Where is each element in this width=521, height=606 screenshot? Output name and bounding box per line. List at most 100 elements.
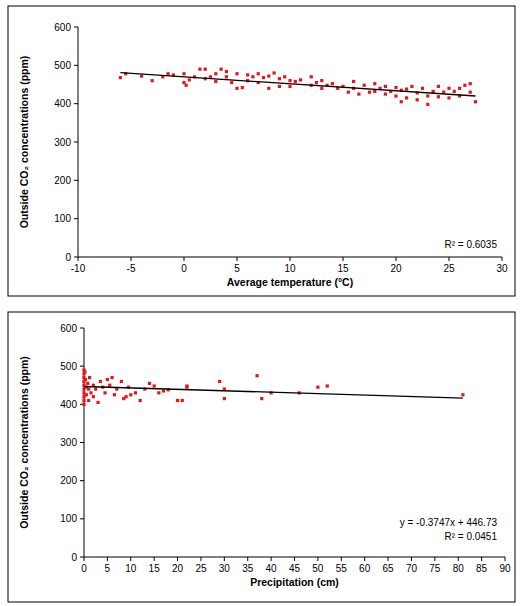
point [214, 72, 217, 75]
y-tick-label: 600 [54, 22, 71, 33]
point [453, 90, 456, 93]
x-tick [434, 557, 435, 561]
x-tick-label: 60 [359, 563, 371, 574]
x-tick [388, 557, 389, 561]
point [315, 81, 318, 84]
point [94, 387, 97, 390]
point [437, 85, 440, 88]
point [421, 87, 424, 90]
point [125, 395, 128, 398]
x-tick [502, 257, 503, 261]
point [82, 399, 85, 402]
x-tick-label: 5 [105, 563, 111, 574]
point [84, 378, 87, 381]
x-tick [154, 557, 155, 561]
point [176, 399, 179, 402]
x-tick-label: 5 [234, 263, 240, 274]
y-tick [80, 328, 84, 329]
point [225, 75, 228, 78]
point [373, 90, 376, 93]
point [357, 92, 360, 95]
y-tick [74, 103, 78, 104]
y-tick-label: 500 [54, 60, 71, 71]
y-tick [80, 518, 84, 519]
point [416, 98, 419, 101]
point [316, 386, 319, 389]
point [225, 70, 228, 73]
point [299, 78, 302, 81]
x-tick [271, 557, 272, 561]
x-tick-label: 90 [499, 563, 511, 574]
x-tick-label: 0 [81, 563, 87, 574]
y-tick [74, 218, 78, 219]
point [347, 91, 350, 94]
chart: 0100200300400500600-10-5051015202530Aver… [8, 6, 515, 296]
point [204, 68, 207, 71]
point [461, 393, 464, 396]
x-tick [458, 557, 459, 561]
point [151, 79, 154, 82]
x-tick-label: 80 [453, 563, 465, 574]
point [426, 103, 429, 106]
point [198, 68, 201, 71]
point [85, 393, 88, 396]
point [294, 80, 297, 83]
x-tick [247, 557, 248, 561]
y-tick [74, 65, 78, 66]
x-tick [200, 557, 201, 561]
y-tick [80, 442, 84, 443]
point [267, 74, 270, 77]
point [384, 85, 387, 88]
point [326, 384, 329, 387]
point [86, 382, 89, 385]
point [235, 72, 238, 75]
chart-border [8, 6, 515, 296]
point [283, 75, 286, 78]
point [162, 389, 165, 392]
point [157, 391, 160, 394]
point [89, 391, 92, 394]
y-tick-label: 300 [60, 437, 77, 448]
point [469, 82, 472, 85]
point [87, 399, 90, 402]
y-tick [80, 557, 84, 558]
x-tick [505, 557, 506, 561]
x-tick [184, 257, 185, 261]
y-tick-label: 100 [54, 213, 71, 224]
point [119, 76, 122, 79]
point [139, 399, 142, 402]
chart: 0100200300400500600051015202530354045505… [8, 312, 515, 602]
x-tick [131, 257, 132, 261]
x-tick [290, 257, 291, 261]
point [331, 82, 334, 85]
chart-border [8, 312, 515, 602]
point [260, 397, 263, 400]
y-tick-label: 100 [60, 513, 77, 524]
y-tick [74, 27, 78, 28]
x-tick [237, 257, 238, 261]
point [320, 79, 323, 82]
x-tick [343, 257, 344, 261]
x-tick [78, 257, 79, 261]
point [437, 95, 440, 98]
point [474, 100, 477, 103]
trend-line [84, 386, 463, 398]
x-tick-label: 25 [195, 563, 207, 574]
point [218, 380, 221, 383]
figure: 0100200300400500600-10-5051015202530Aver… [0, 0, 521, 606]
x-tick [411, 557, 412, 561]
trend-line [120, 73, 475, 96]
point [352, 80, 355, 83]
x-tick-label: -10 [71, 263, 86, 274]
y-tick [80, 366, 84, 367]
point [153, 384, 156, 387]
point [251, 75, 254, 78]
point [469, 91, 472, 94]
point [257, 72, 260, 75]
point [181, 399, 184, 402]
point [363, 84, 366, 87]
x-tick-label: 10 [284, 263, 296, 274]
x-axis-title: Average temperature (°C) [227, 276, 353, 288]
y-tick-label: 500 [60, 361, 77, 372]
point [113, 393, 116, 396]
